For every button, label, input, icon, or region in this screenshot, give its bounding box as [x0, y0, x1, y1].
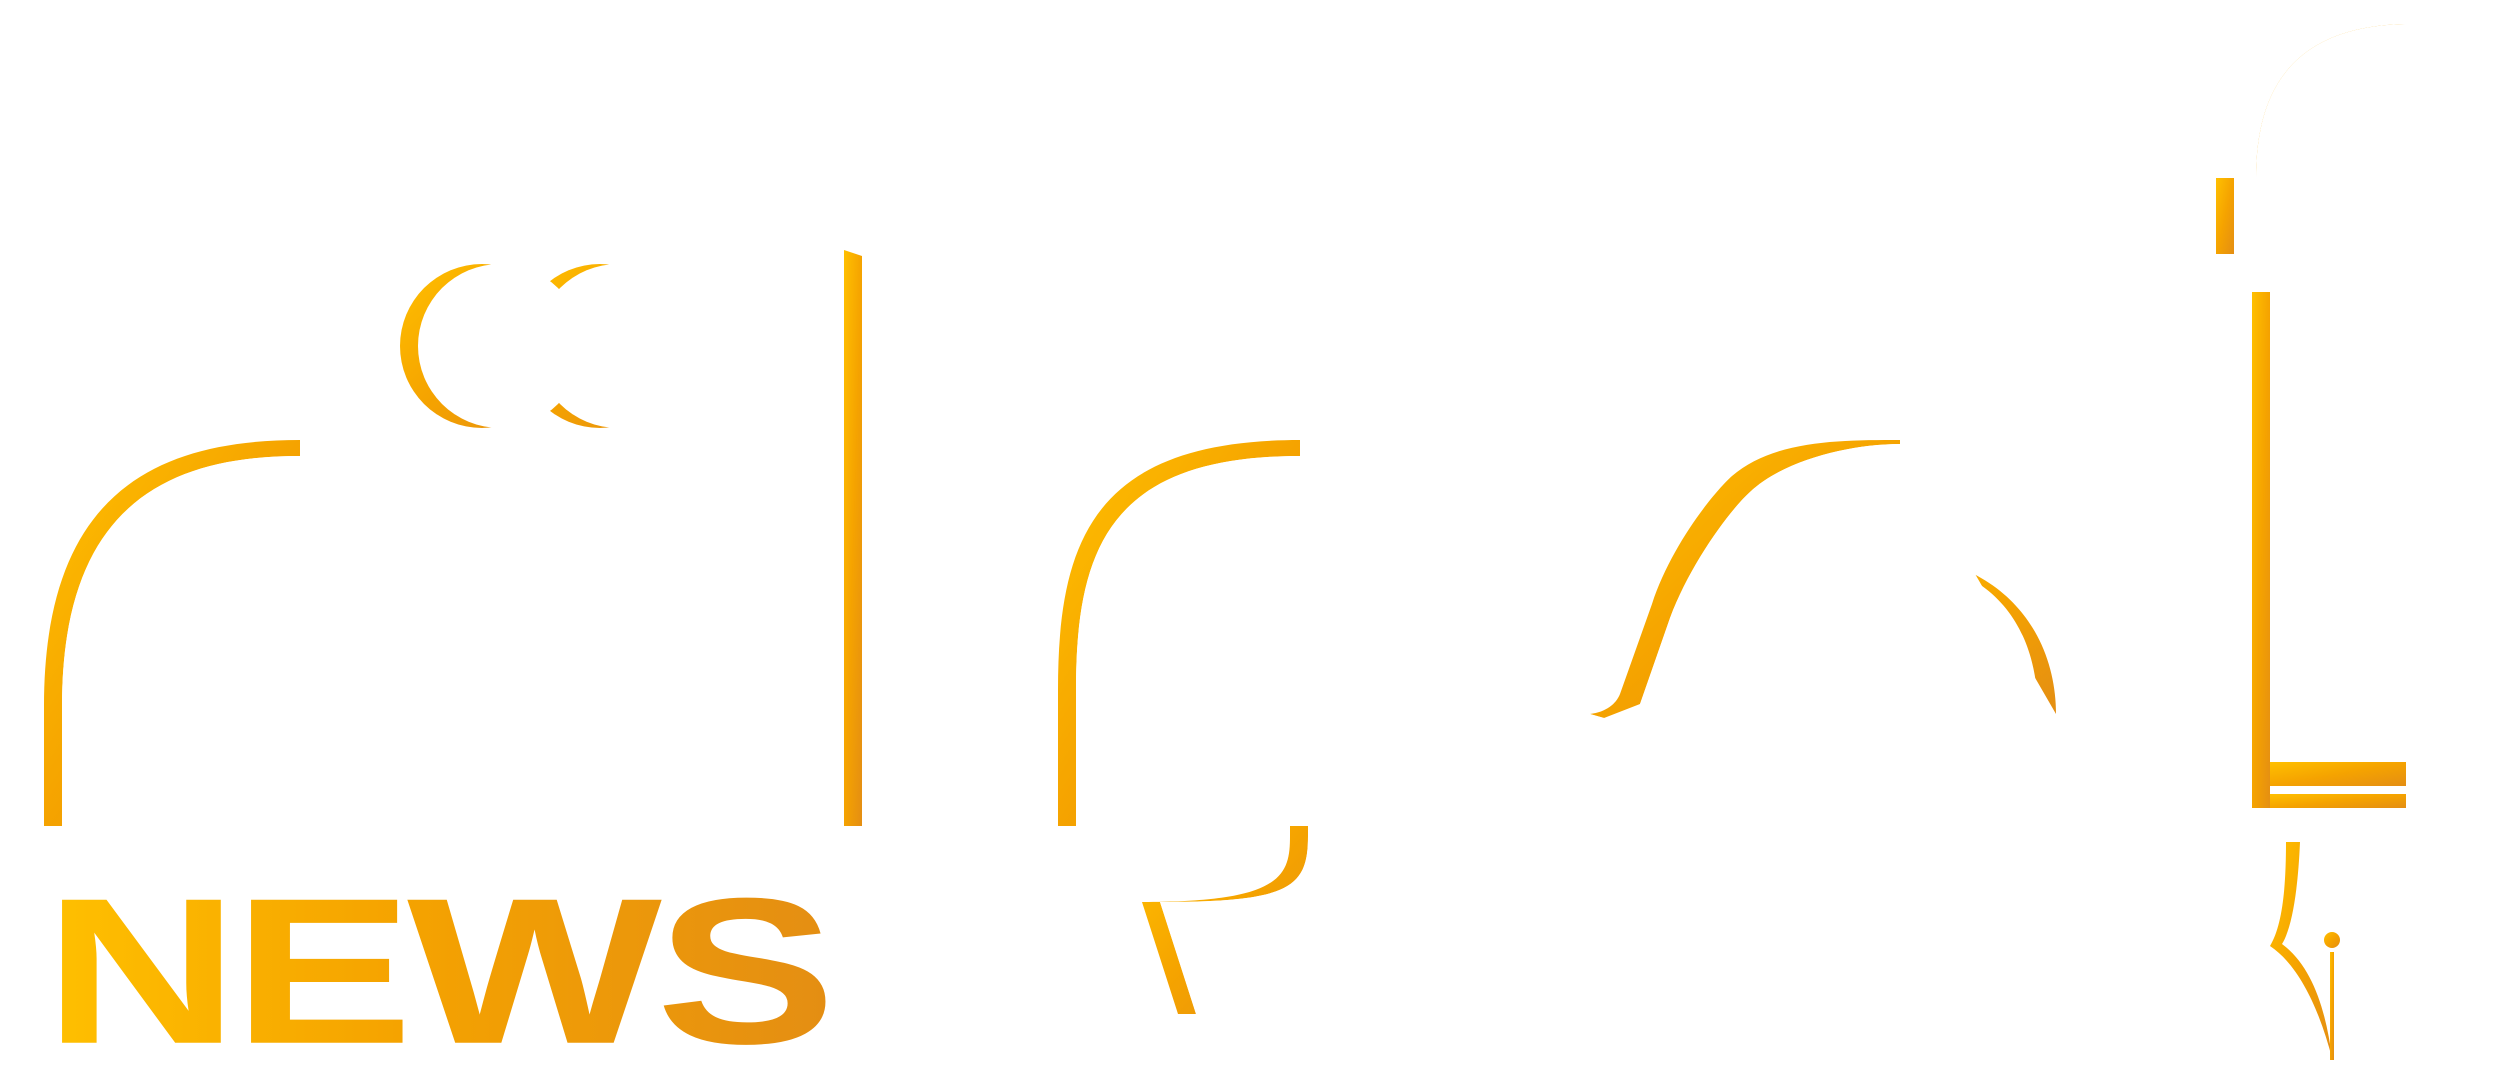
letter-1: [62, 456, 652, 826]
letter-2: [1076, 444, 2056, 826]
wordmark-letters: [62, 24, 2406, 1014]
letter-3: [2234, 24, 2406, 254]
dot-2: [536, 264, 700, 428]
ornament-shadow: [2270, 842, 2332, 1058]
ornament-line: [2330, 952, 2334, 1060]
alif: [862, 256, 1022, 826]
alif-shadow: [844, 250, 862, 826]
stem-shadow-3: [2216, 178, 2234, 254]
ornament-dot: [2324, 932, 2340, 948]
bar-shadow-2: [2270, 794, 2406, 808]
curve-shadow: [1590, 440, 1900, 718]
tail-shadow: [1142, 826, 1308, 1014]
base-right: [2056, 808, 2406, 826]
stem-right: [2270, 292, 2406, 762]
stem-shadow-4: [2252, 292, 2270, 826]
dot-1: [418, 264, 582, 428]
tail: [1160, 826, 1446, 1014]
news-word: NEWS: [44, 855, 836, 1087]
bar-shadow-1: [2270, 762, 2406, 786]
